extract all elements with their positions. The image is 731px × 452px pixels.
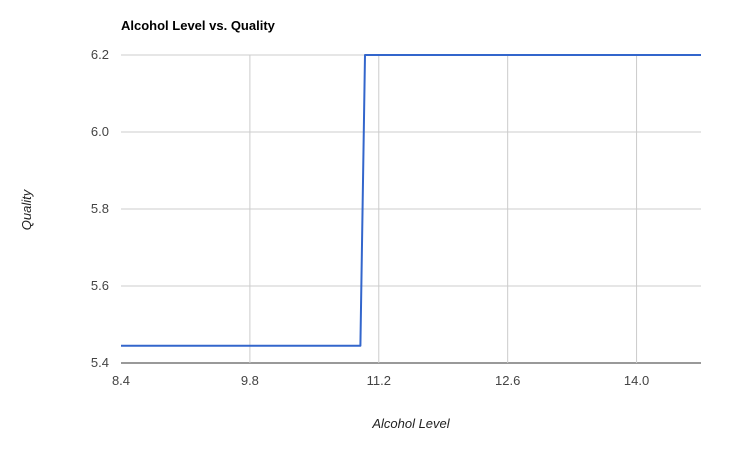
x-tick-label: 9.8: [241, 373, 259, 388]
series-layer: [121, 54, 701, 347]
y-tick-label: 5.6: [91, 278, 109, 293]
x-axis-label: Alcohol Level: [371, 416, 450, 431]
tick-labels: 5.4 5.6 5.8 6.0 6.2 8.4 9.8 11.2 12.6 14.0: [91, 47, 649, 388]
y-tick-label: 5.4: [91, 355, 109, 370]
chart-title: Alcohol Level vs. Quality: [121, 18, 276, 33]
series-line: [121, 54, 701, 347]
y-tick-label: 6.2: [91, 47, 109, 62]
grid: [121, 54, 701, 364]
y-axis-label: Quality: [19, 188, 34, 230]
x-tick-label: 14.0: [624, 373, 649, 388]
y-tick-label: 6.0: [91, 124, 109, 139]
y-tick-label: 5.8: [91, 201, 109, 216]
x-tick-label: 8.4: [112, 373, 130, 388]
x-tick-label: 12.6: [495, 373, 520, 388]
x-tick-label: 11.2: [367, 373, 391, 388]
